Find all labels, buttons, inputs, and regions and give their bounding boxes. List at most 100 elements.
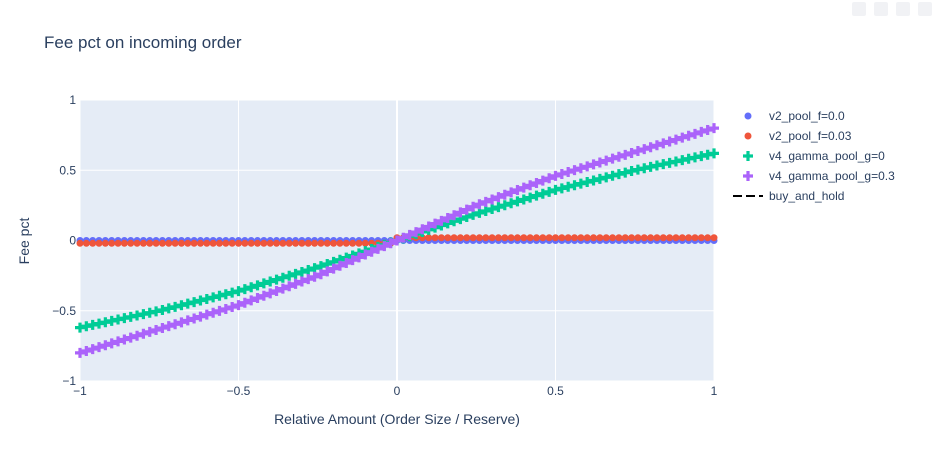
data-point[interactable] — [133, 239, 141, 247]
data-point[interactable] — [696, 151, 707, 162]
data-point[interactable] — [227, 287, 238, 298]
data-point[interactable] — [132, 310, 143, 321]
data-point[interactable] — [285, 239, 293, 247]
data-point[interactable] — [177, 239, 185, 247]
data-point[interactable] — [461, 204, 472, 215]
data-point[interactable] — [607, 170, 618, 181]
data-point[interactable] — [75, 322, 85, 333]
data-point[interactable] — [594, 173, 605, 184]
data-point[interactable] — [520, 234, 528, 242]
data-point[interactable] — [258, 290, 269, 301]
data-point[interactable] — [152, 239, 160, 247]
data-point[interactable] — [697, 234, 705, 242]
data-point[interactable] — [431, 234, 439, 242]
data-point[interactable] — [157, 323, 168, 334]
data-point[interactable] — [273, 239, 281, 247]
data-point[interactable] — [525, 180, 536, 191]
data-point[interactable] — [95, 239, 103, 247]
data-point[interactable] — [552, 234, 559, 242]
data-point[interactable] — [349, 239, 357, 247]
data-point[interactable] — [330, 239, 338, 247]
data-point[interactable] — [201, 309, 212, 320]
data-point[interactable] — [372, 243, 383, 254]
data-point[interactable] — [94, 318, 105, 329]
pan-icon[interactable] — [896, 2, 910, 16]
data-point[interactable] — [170, 301, 181, 312]
data-point[interactable] — [450, 234, 458, 242]
data-point[interactable] — [482, 234, 490, 242]
data-point[interactable] — [277, 272, 288, 283]
data-point[interactable] — [271, 285, 282, 296]
data-point[interactable] — [303, 274, 314, 285]
data-point[interactable] — [151, 306, 162, 317]
data-point[interactable] — [113, 314, 124, 325]
legend-item[interactable]: v4_gamma_pool_g=0.3 — [743, 169, 895, 183]
data-point[interactable] — [685, 234, 693, 242]
data-point[interactable] — [182, 315, 193, 326]
data-point[interactable] — [322, 266, 333, 277]
data-point[interactable] — [201, 293, 212, 304]
data-point[interactable] — [292, 239, 300, 247]
data-point[interactable] — [290, 268, 301, 279]
data-point[interactable] — [689, 128, 700, 139]
data-point[interactable] — [620, 149, 631, 160]
data-point[interactable] — [639, 163, 650, 174]
data-point[interactable] — [493, 192, 504, 203]
data-point[interactable] — [677, 132, 688, 143]
series-v4_gamma_pool_g=0.3[interactable] — [75, 123, 720, 358]
data-point[interactable] — [163, 321, 174, 332]
data-point[interactable] — [190, 239, 198, 247]
data-point[interactable] — [444, 234, 452, 242]
data-point[interactable] — [368, 239, 376, 247]
data-point[interactable] — [328, 263, 339, 274]
data-point[interactable] — [456, 234, 464, 242]
data-point[interactable] — [455, 214, 466, 225]
data-point[interactable] — [666, 234, 674, 242]
data-point[interactable] — [106, 315, 117, 326]
data-point[interactable] — [189, 313, 200, 324]
data-point[interactable] — [658, 159, 669, 170]
data-point[interactable] — [575, 163, 586, 174]
data-point[interactable] — [461, 212, 472, 223]
series-v2_pool_f=0.03[interactable] — [76, 234, 718, 247]
data-point[interactable] — [342, 239, 350, 247]
data-point[interactable] — [537, 175, 548, 186]
data-point[interactable] — [653, 234, 661, 242]
data-point[interactable] — [532, 234, 540, 242]
data-point[interactable] — [556, 168, 567, 179]
data-point[interactable] — [545, 234, 553, 242]
data-point[interactable] — [239, 284, 250, 295]
data-point[interactable] — [195, 295, 206, 306]
data-point[interactable] — [594, 157, 605, 168]
data-point[interactable] — [260, 239, 268, 247]
data-point[interactable] — [76, 239, 84, 247]
data-point[interactable] — [575, 178, 586, 189]
data-point[interactable] — [628, 234, 636, 242]
data-point[interactable] — [418, 234, 426, 242]
data-point[interactable] — [323, 239, 331, 247]
data-point[interactable] — [113, 336, 124, 347]
data-point[interactable] — [75, 347, 85, 358]
data-point[interactable] — [81, 321, 92, 332]
data-point[interactable] — [222, 239, 230, 247]
data-point[interactable] — [334, 254, 345, 265]
data-point[interactable] — [588, 159, 599, 170]
data-point[interactable] — [645, 161, 656, 172]
data-point[interactable] — [311, 239, 319, 247]
data-point[interactable] — [119, 313, 130, 324]
data-point[interactable] — [518, 194, 529, 205]
data-point[interactable] — [620, 167, 631, 178]
data-point[interactable] — [556, 183, 567, 194]
data-point[interactable] — [582, 161, 593, 172]
data-point[interactable] — [670, 156, 681, 167]
data-point[interactable] — [125, 311, 136, 322]
data-point[interactable] — [215, 239, 223, 247]
data-point[interactable] — [569, 165, 580, 176]
data-point[interactable] — [474, 199, 485, 210]
data-point[interactable] — [634, 234, 642, 242]
data-point[interactable] — [379, 241, 390, 252]
data-point[interactable] — [89, 239, 97, 247]
data-point[interactable] — [317, 239, 325, 247]
data-point[interactable] — [144, 307, 155, 318]
data-point[interactable] — [493, 202, 504, 213]
